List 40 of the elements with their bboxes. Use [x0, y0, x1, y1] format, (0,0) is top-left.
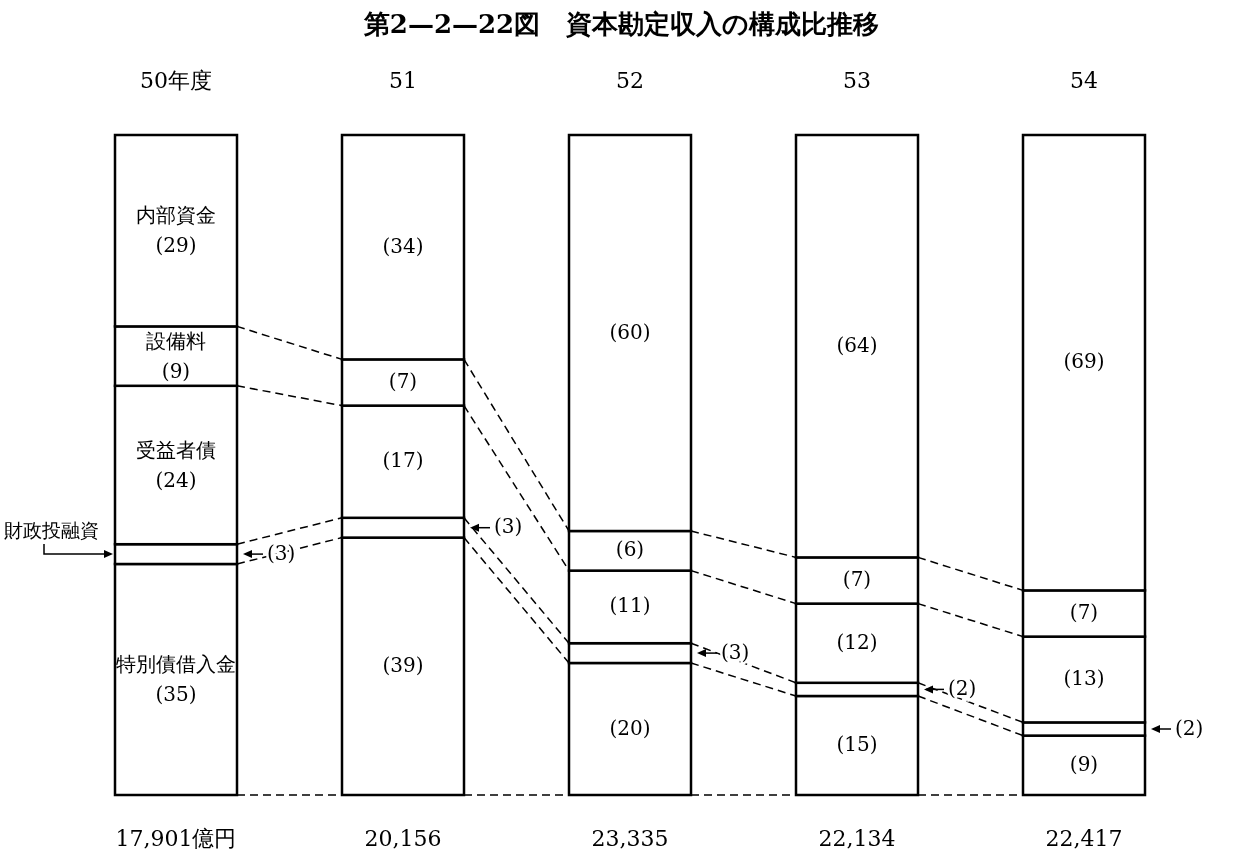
data-label: (20)	[609, 715, 651, 740]
data-label: (15)	[836, 732, 878, 756]
text: 17,901億円	[115, 826, 237, 851]
data-label: (35)	[155, 682, 197, 706]
series-label: 受益者債	[136, 437, 216, 462]
data-label: (29)	[155, 233, 197, 258]
data-label: (3)	[494, 514, 523, 539]
data-label: (2)	[948, 675, 977, 700]
data-label: (2)	[1175, 715, 1204, 740]
data-label: (12)	[836, 629, 878, 654]
x-tick-label: 53	[843, 68, 871, 93]
series-label: 設備料	[146, 328, 206, 353]
x-tick-label: 52	[616, 68, 644, 93]
data-label: (9)	[1069, 751, 1099, 776]
text: 23,335	[591, 826, 669, 851]
data-label: (69)	[1063, 349, 1105, 374]
data-label: (39)	[382, 652, 424, 677]
x-tick-label: 51	[389, 68, 417, 93]
data-label: (34)	[382, 233, 424, 258]
data-label: (3)	[721, 639, 750, 664]
series-label: 特別債借入金	[116, 652, 236, 676]
data-label: (24)	[155, 467, 197, 492]
x-tick-label: 50年度	[140, 68, 212, 93]
data-label: (64)	[836, 332, 878, 357]
data-label: (7)	[842, 567, 872, 591]
chart-title: 第2—2—22図 資本勘定収入の構成比推移	[362, 9, 880, 39]
x-tick-label: 54	[1070, 68, 1098, 93]
data-label: (17)	[382, 448, 424, 473]
data-label: (6)	[615, 537, 645, 562]
data-label: (7)	[1069, 600, 1099, 624]
text: 22,134	[818, 826, 896, 851]
data-label: (13)	[1063, 666, 1105, 690]
data-label: (60)	[609, 319, 651, 344]
series-label: 内部資金	[136, 203, 216, 228]
text: 22,417	[1045, 826, 1123, 851]
data-label: (11)	[609, 593, 651, 618]
data-label: (7)	[388, 369, 418, 393]
series-label: 財政投融資	[4, 519, 99, 542]
text: 20,156	[364, 826, 442, 851]
data-label: (9)	[161, 358, 191, 383]
